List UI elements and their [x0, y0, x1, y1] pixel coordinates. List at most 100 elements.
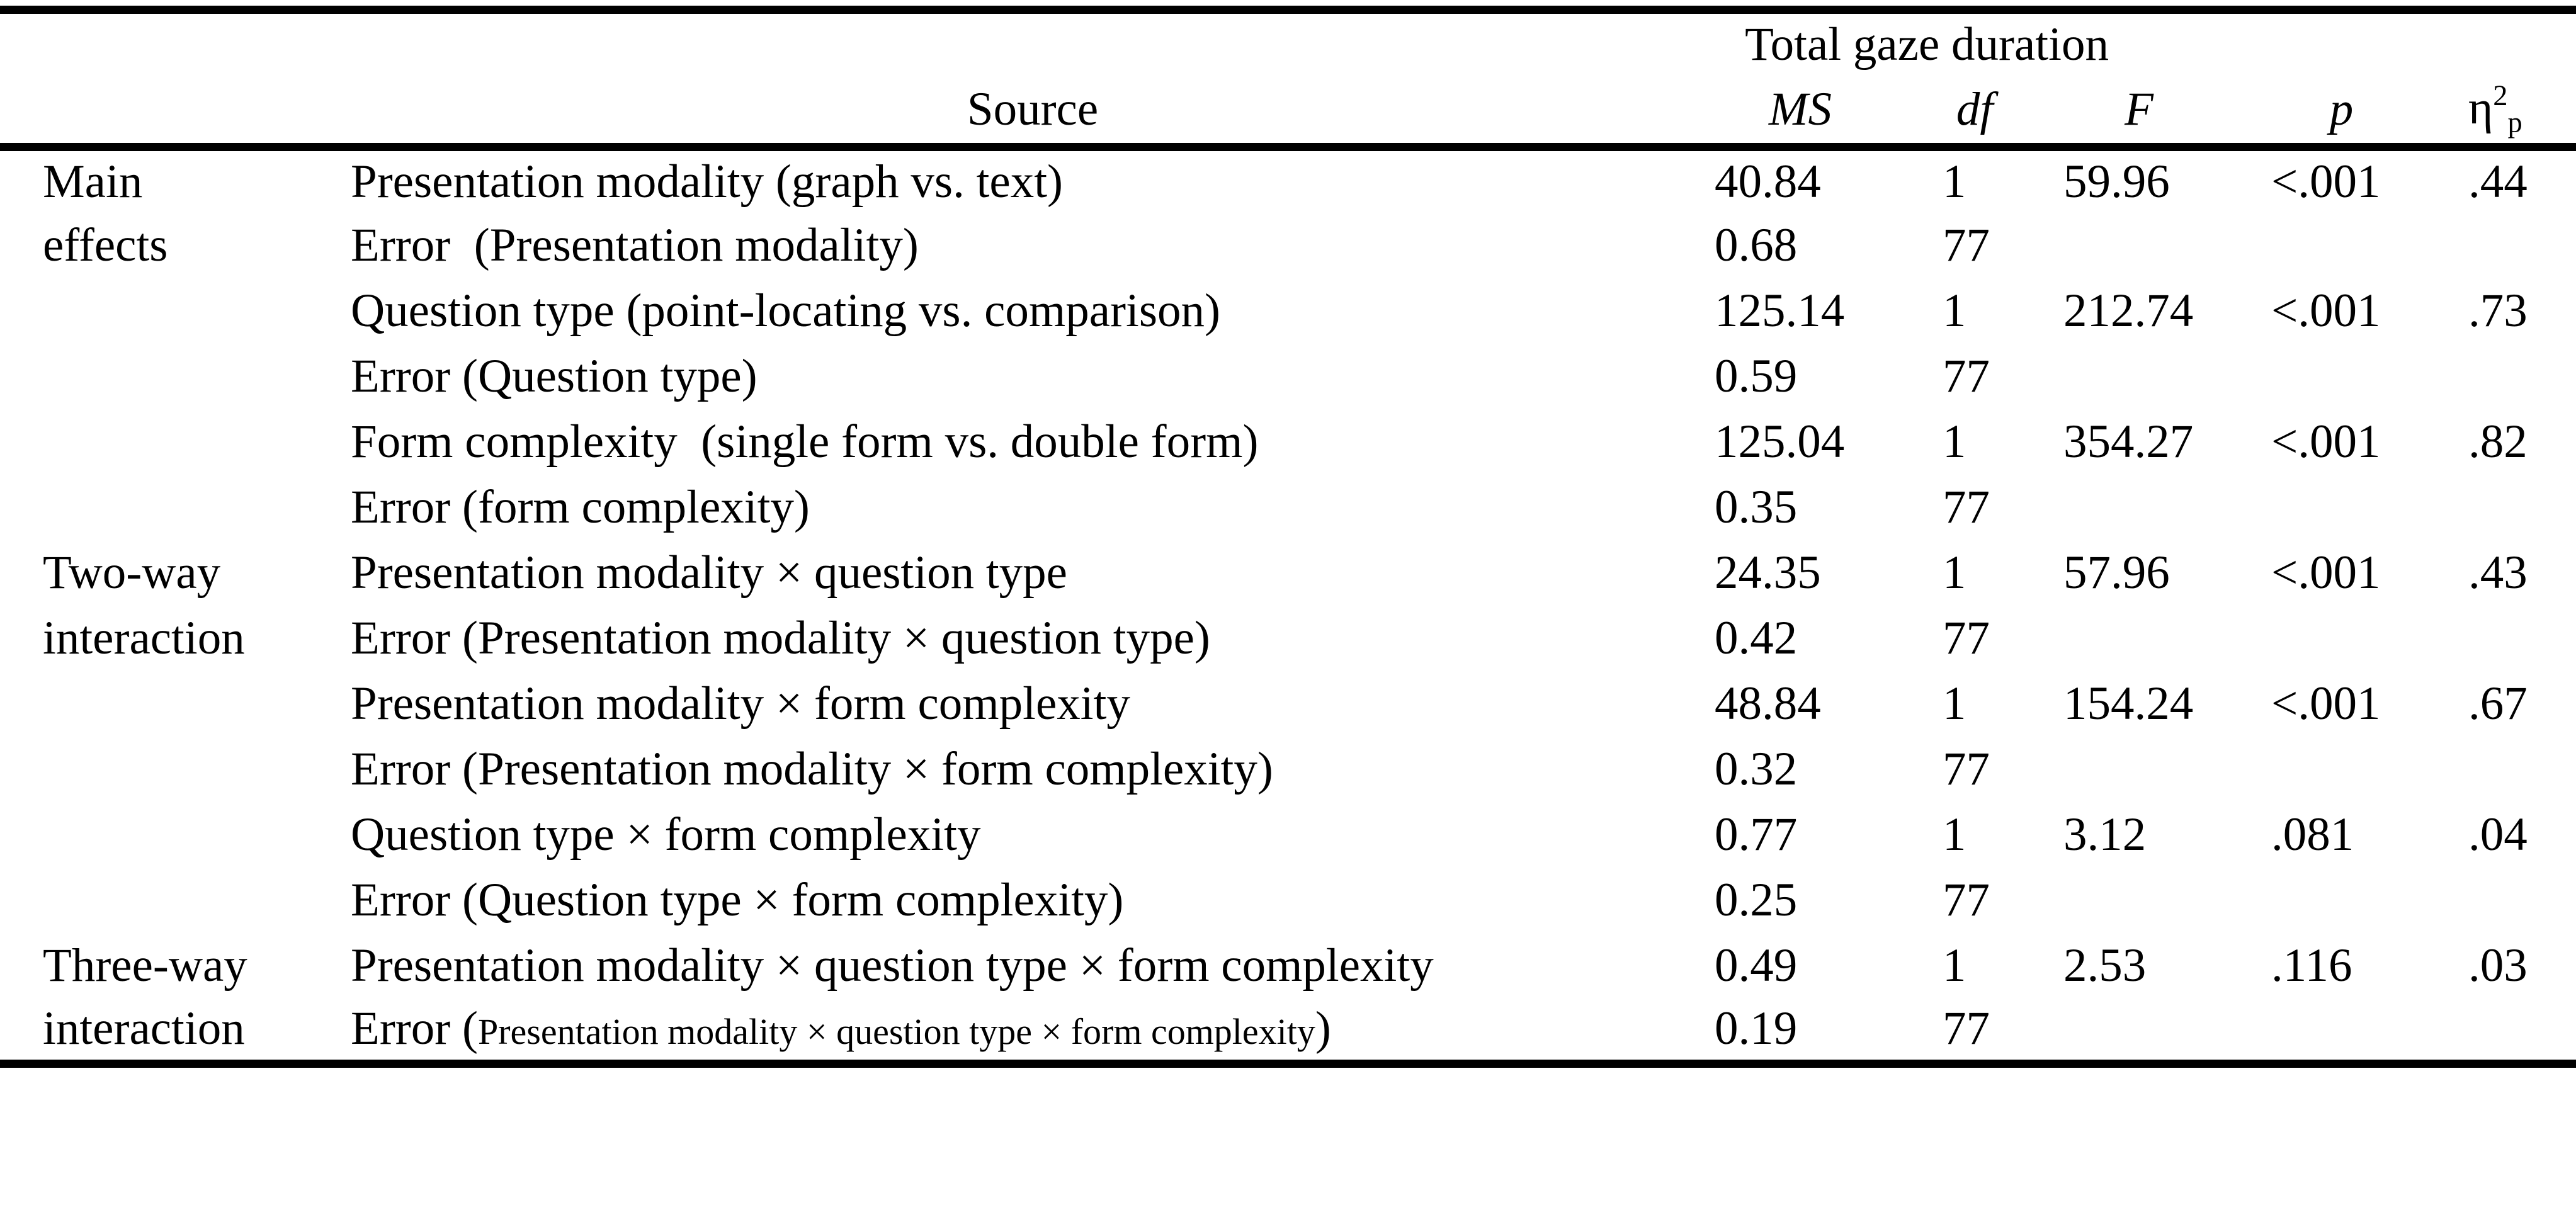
f-cell [2063, 344, 2271, 409]
table-row: Two-way Presentation modality × question… [0, 540, 2576, 606]
group-cell [0, 737, 351, 802]
empty-header-cell [351, 10, 1715, 76]
anova-table: Total gaze duration Source MS df F p η2p… [0, 6, 2576, 1068]
source-text: ) [1315, 1002, 1331, 1055]
eta-cell [2468, 999, 2576, 1064]
ms-cell: 0.25 [1715, 873, 1798, 926]
p-cell [2271, 344, 2468, 409]
table-row: effects Error (Presentation modality) 0.… [0, 213, 2576, 278]
df-cell: 77 [1943, 611, 1990, 664]
group-cell: effects [43, 218, 168, 271]
ms-column-header: MS [1769, 82, 1832, 135]
p-cell [2271, 868, 2468, 933]
f-cell: 154.24 [2063, 677, 2194, 730]
table-row: Error (Presentation modality × form comp… [0, 737, 2576, 802]
source-cell: Presentation modality × question type [351, 546, 1067, 599]
ms-cell: 0.68 [1715, 218, 1798, 271]
source-cell: Error (Presentation modality × question … [351, 611, 1210, 664]
table-row: Presentation modality × form complexity … [0, 671, 2576, 737]
df-cell: 1 [1943, 808, 1966, 861]
p-cell: .081 [2271, 808, 2354, 861]
group-cell [0, 868, 351, 933]
source-cell: Presentation modality × question type × … [351, 939, 1434, 992]
df-cell: 1 [1943, 155, 1966, 208]
eta-cell: .73 [2468, 284, 2528, 337]
p-cell [2271, 737, 2468, 802]
p-column-header: p [2329, 82, 2354, 135]
ms-cell: 48.84 [1715, 677, 1821, 730]
ms-cell: 40.84 [1715, 155, 1821, 208]
source-cell: Question type × form complexity [351, 808, 981, 861]
eta-cell [2468, 737, 2576, 802]
source-cell: Error (Question type × form complexity) [351, 873, 1124, 926]
table-row: interaction Error (Presentation modality… [0, 606, 2576, 671]
f-cell: 57.96 [2063, 546, 2170, 599]
eta-superscript: 2 [2493, 80, 2508, 113]
table-body: Main Presentation modality (graph vs. te… [0, 147, 2576, 1064]
df-cell: 77 [1943, 742, 1990, 795]
df-cell: 1 [1943, 546, 1966, 599]
df-cell: 77 [1943, 1002, 1990, 1055]
group-cell: interaction [43, 611, 245, 664]
eta-cell: .82 [2468, 415, 2528, 468]
eta-cell: .67 [2468, 677, 2528, 730]
table-row: Main Presentation modality (graph vs. te… [0, 147, 2576, 213]
note-line-1: Note. Total gaze duration analysis was c… [9, 1204, 2576, 1217]
group-cell: Three-way [43, 939, 247, 992]
p-cell: <.001 [2271, 415, 2381, 468]
f-cell [2063, 737, 2271, 802]
f-cell: 354.27 [2063, 415, 2194, 468]
group-cell [0, 278, 351, 344]
eta-cell [2468, 475, 2576, 540]
ms-cell: 0.59 [1715, 349, 1798, 402]
f-column-header: F [2125, 82, 2153, 135]
f-cell [2063, 999, 2271, 1064]
source-text-small: Presentation modality × question type × … [477, 1011, 1315, 1053]
p-cell [2271, 999, 2468, 1064]
f-cell: 59.96 [2063, 155, 2170, 208]
spanner-heading: Total gaze duration [1745, 18, 2109, 71]
f-cell [2063, 868, 2271, 933]
table-row: Three-way Presentation modality × questi… [0, 933, 2576, 999]
spanner-row: Total gaze duration [0, 10, 2576, 76]
p-cell: <.001 [2271, 155, 2381, 208]
table-row: interaction Error (Presentation modality… [0, 999, 2576, 1064]
p-cell: <.001 [2271, 284, 2381, 337]
p-cell: <.001 [2271, 677, 2381, 730]
table-header: Total gaze duration Source MS df F p η2p [0, 10, 2576, 147]
group-cell [0, 475, 351, 540]
group-cell [0, 671, 351, 737]
df-cell: 1 [1943, 677, 1966, 730]
ms-cell: 0.42 [1715, 611, 1798, 664]
group-cell: Main [43, 155, 143, 208]
f-cell [2063, 475, 2271, 540]
source-cell: Error (form complexity) [351, 480, 810, 533]
ms-cell: 0.19 [1715, 1002, 1798, 1055]
table-note: Note. Total gaze duration analysis was c… [9, 1078, 2576, 1217]
source-cell: Error (Presentation modality × form comp… [351, 742, 1273, 795]
f-cell: 2.53 [2063, 939, 2147, 992]
table-row: Question type (point-locating vs. compar… [0, 278, 2576, 344]
df-cell: 77 [1943, 218, 1990, 271]
f-cell: 212.74 [2063, 284, 2194, 337]
p-cell: <.001 [2271, 546, 2381, 599]
df-column-header: df [1956, 82, 1994, 135]
eta-cell: .43 [2468, 546, 2528, 599]
df-cell: 1 [1943, 939, 1966, 992]
ms-cell: 0.32 [1715, 742, 1798, 795]
eta-cell [2468, 606, 2576, 671]
table-row: Error (Question type × form complexity) … [0, 868, 2576, 933]
table-row: Error (Question type) 0.59 77 [0, 344, 2576, 409]
df-cell: 77 [1943, 480, 1990, 533]
source-cell: Error (Presentation modality) [351, 218, 919, 271]
table-row: Form complexity (single form vs. double … [0, 409, 2576, 475]
group-cell: Two-way [43, 546, 221, 599]
eta-cell [2468, 213, 2576, 278]
p-cell [2271, 606, 2468, 671]
eta-symbol: η [2468, 82, 2494, 135]
empty-header-cell [0, 10, 351, 76]
source-column-header: Source [967, 82, 1099, 135]
f-cell: 3.12 [2063, 808, 2147, 861]
source-cell: Error (Presentation modality × question … [351, 999, 1715, 1064]
table-row: Question type × form complexity 0.77 1 3… [0, 802, 2576, 868]
